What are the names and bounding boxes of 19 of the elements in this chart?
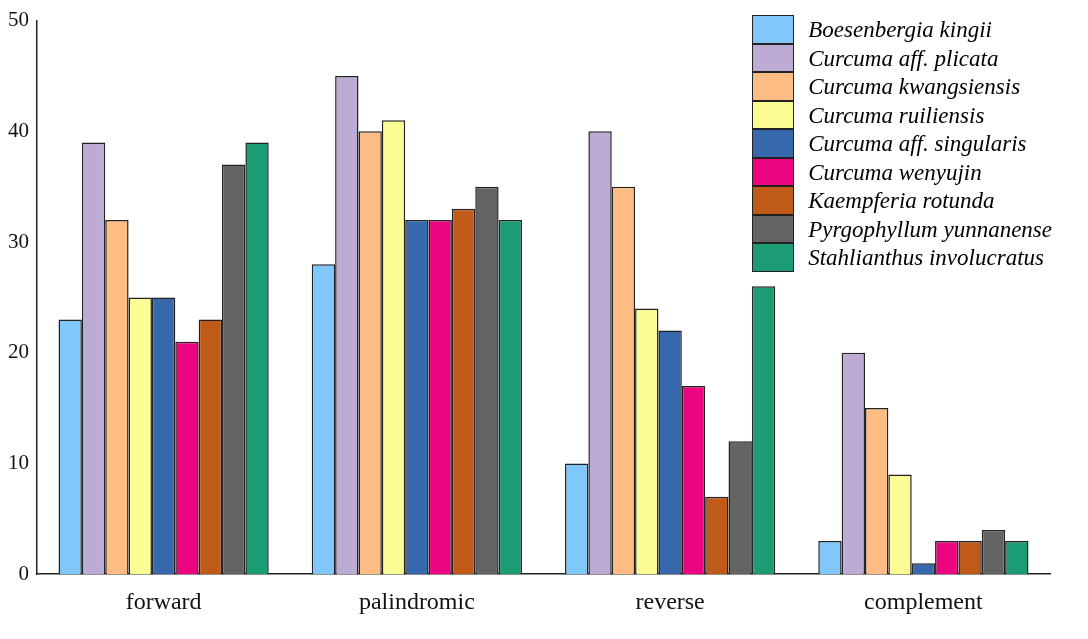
- legend-label: Curcuma kwangsiensis: [808, 73, 1021, 101]
- legend-label: Curcuma ruiliensis: [808, 101, 985, 130]
- legend-label: Pyrgophyllum yunnanense: [808, 215, 1052, 244]
- legend-label: Kaempferia rotunda: [808, 187, 995, 215]
- y-tick-label: 50: [8, 7, 29, 32]
- y-tick-label: 0: [18, 560, 29, 585]
- x-tick-label: palindromic: [358, 587, 475, 614]
- x-tick-label: reverse: [635, 587, 705, 614]
- legend-label: Curcuma aff. singularis: [808, 130, 1027, 158]
- y-tick-label: 30: [8, 228, 29, 253]
- legend-label: Curcuma wenyujin: [808, 158, 982, 187]
- y-tick-label: 20: [8, 339, 29, 364]
- x-tick-label: complement: [864, 587, 984, 614]
- x-tick-label: forward: [125, 587, 202, 614]
- y-tick-label: 40: [8, 117, 29, 142]
- legend-label: Stahlianthus involucratus: [808, 244, 1044, 272]
- legend-label: Curcuma aff. plicata: [808, 44, 999, 73]
- y-tick-label: 10: [8, 450, 29, 474]
- legend-label: Boesenbergia kingii: [808, 16, 992, 44]
